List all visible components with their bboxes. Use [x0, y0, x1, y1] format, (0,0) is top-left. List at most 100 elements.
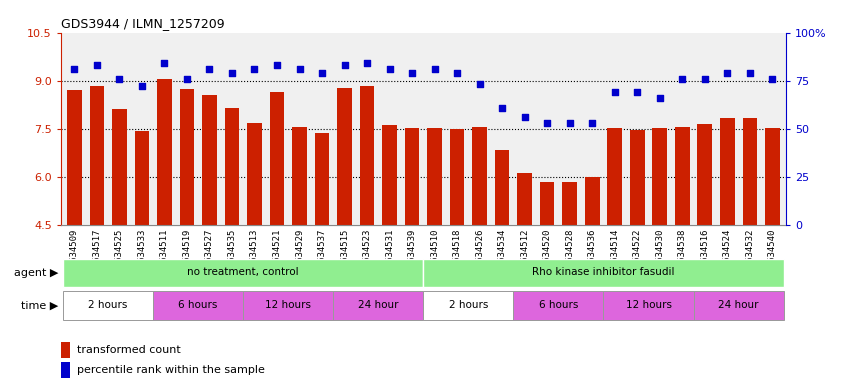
- Point: [450, 70, 463, 76]
- Bar: [427, 128, 441, 225]
- Text: GSM634527: GSM634527: [205, 229, 214, 277]
- Bar: [360, 86, 374, 225]
- Point: [585, 120, 598, 126]
- Bar: [449, 129, 464, 225]
- Point: [135, 83, 149, 89]
- Text: GSM634513: GSM634513: [250, 229, 258, 277]
- Bar: [472, 127, 486, 225]
- Text: GSM634512: GSM634512: [520, 229, 528, 277]
- Text: 24 hour: 24 hour: [358, 300, 398, 310]
- Point: [720, 70, 733, 76]
- Bar: [337, 88, 351, 225]
- Text: GSM634537: GSM634537: [317, 229, 326, 277]
- Bar: [629, 130, 644, 225]
- Point: [90, 62, 104, 68]
- Bar: [607, 128, 621, 225]
- Text: GSM634509: GSM634509: [70, 229, 78, 277]
- Point: [180, 76, 193, 82]
- Text: GSM634515: GSM634515: [339, 229, 349, 277]
- Point: [562, 120, 576, 126]
- Point: [630, 89, 643, 95]
- Text: GSM634535: GSM634535: [227, 229, 236, 277]
- Point: [540, 120, 554, 126]
- Point: [652, 95, 666, 101]
- Bar: [562, 182, 576, 225]
- Point: [495, 104, 508, 111]
- Point: [674, 76, 688, 82]
- Bar: [314, 134, 329, 225]
- Bar: [153, 291, 243, 320]
- Bar: [764, 128, 779, 225]
- Text: agent ▶: agent ▶: [14, 268, 58, 278]
- Text: 24 hour: 24 hour: [717, 300, 758, 310]
- Text: GSM634511: GSM634511: [160, 229, 169, 277]
- Text: GSM634520: GSM634520: [542, 229, 551, 277]
- Text: no treatment, control: no treatment, control: [187, 267, 299, 277]
- Text: GSM634540: GSM634540: [767, 229, 776, 277]
- Point: [338, 62, 351, 68]
- Point: [203, 66, 216, 72]
- Text: GSM634532: GSM634532: [744, 229, 754, 277]
- Text: GSM634518: GSM634518: [452, 229, 461, 277]
- Text: GSM634523: GSM634523: [362, 229, 371, 277]
- Bar: [423, 291, 513, 320]
- Point: [765, 76, 778, 82]
- Text: GSM634516: GSM634516: [700, 229, 708, 277]
- Bar: [539, 182, 554, 225]
- Bar: [202, 95, 217, 225]
- Bar: [333, 291, 423, 320]
- Bar: [63, 291, 153, 320]
- Text: GSM634524: GSM634524: [722, 229, 731, 277]
- Text: 6 hours: 6 hours: [538, 300, 577, 310]
- Bar: [63, 259, 423, 287]
- Bar: [67, 90, 82, 225]
- Bar: [495, 151, 509, 225]
- Text: 2 hours: 2 hours: [89, 300, 127, 310]
- Text: percentile rank within the sample: percentile rank within the sample: [77, 365, 264, 375]
- Bar: [603, 291, 693, 320]
- Bar: [89, 86, 104, 225]
- Bar: [674, 127, 689, 225]
- Point: [270, 62, 284, 68]
- Bar: [157, 79, 171, 225]
- Text: GSM634534: GSM634534: [497, 229, 506, 277]
- Bar: [584, 177, 599, 225]
- Text: GSM634522: GSM634522: [632, 229, 641, 277]
- Text: 6 hours: 6 hours: [178, 300, 218, 310]
- Text: GSM634528: GSM634528: [565, 229, 574, 277]
- Bar: [180, 89, 194, 225]
- Text: 12 hours: 12 hours: [265, 300, 311, 310]
- Bar: [696, 124, 711, 225]
- Point: [405, 70, 419, 76]
- Text: GSM634538: GSM634538: [677, 229, 686, 277]
- Text: 2 hours: 2 hours: [448, 300, 488, 310]
- Bar: [404, 128, 419, 225]
- Point: [158, 60, 171, 66]
- Bar: [112, 109, 127, 225]
- Bar: [693, 291, 782, 320]
- Text: GSM634536: GSM634536: [587, 229, 596, 277]
- Text: transformed count: transformed count: [77, 345, 181, 355]
- Bar: [719, 118, 733, 225]
- Text: GSM634531: GSM634531: [385, 229, 393, 277]
- Text: GSM634510: GSM634510: [430, 229, 439, 277]
- Bar: [269, 93, 284, 225]
- Point: [68, 66, 81, 72]
- Point: [292, 66, 306, 72]
- Text: time ▶: time ▶: [21, 301, 58, 311]
- Bar: [225, 108, 239, 225]
- Text: GSM634519: GSM634519: [182, 229, 192, 277]
- Point: [427, 66, 441, 72]
- Point: [225, 70, 239, 76]
- Text: GDS3944 / ILMN_1257209: GDS3944 / ILMN_1257209: [61, 17, 225, 30]
- Text: GSM634530: GSM634530: [654, 229, 663, 277]
- Text: GSM634529: GSM634529: [295, 229, 304, 277]
- Text: GSM634526: GSM634526: [474, 229, 484, 277]
- Bar: [61, 342, 70, 358]
- Bar: [742, 118, 756, 225]
- Bar: [246, 123, 262, 225]
- Point: [112, 76, 126, 82]
- Point: [247, 66, 261, 72]
- Bar: [423, 259, 782, 287]
- Text: GSM634514: GSM634514: [609, 229, 619, 277]
